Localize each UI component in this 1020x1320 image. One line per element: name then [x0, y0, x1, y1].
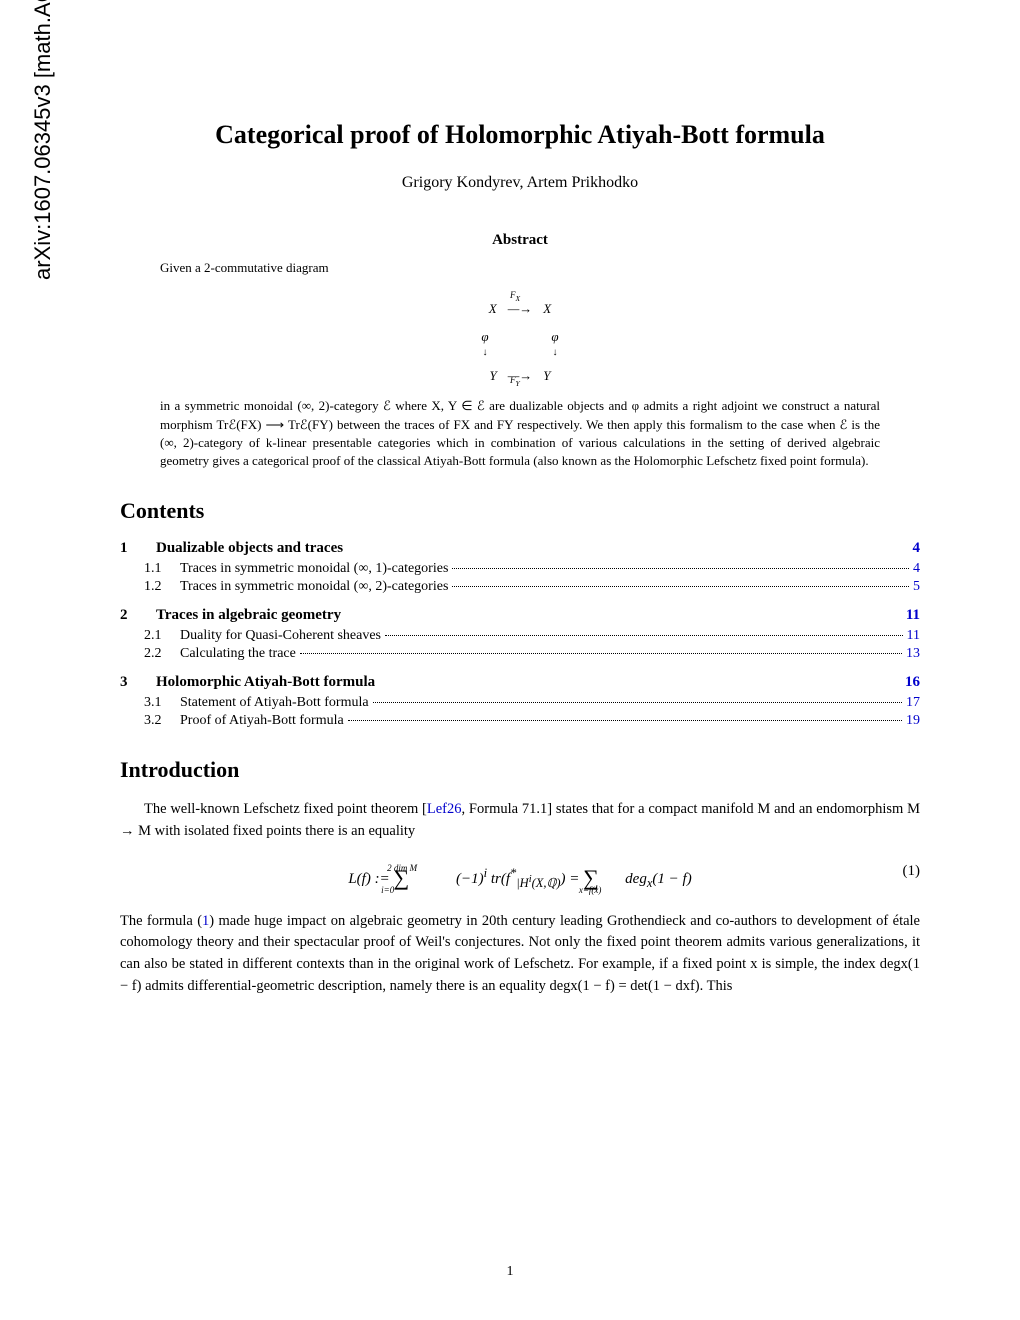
paper-title: Categorical proof of Holomorphic Atiyah-…: [120, 120, 920, 150]
contents-heading: Contents: [120, 498, 920, 524]
toc-subsection[interactable]: 2.2Calculating the trace 13: [144, 646, 920, 662]
citation-link[interactable]: Lef26: [427, 801, 462, 817]
equation-1: L(f) := ∑2 dim Mi=0 (−1)i tr(f*|Hi(X,ℚ))…: [120, 863, 920, 891]
abstract-body: in a symmetric monoidal (∞, 2)-category …: [160, 397, 880, 470]
page-number: 1: [507, 1264, 514, 1280]
toc-section[interactable]: 1Dualizable objects and traces4: [120, 540, 920, 557]
commutative-diagram: X —FX→ X φφ ↓↓ Y —FY→ Y: [120, 297, 920, 387]
abstract-heading: Abstract: [120, 232, 920, 249]
toc-subsection[interactable]: 3.2Proof of Atiyah-Bott formula 19: [144, 713, 920, 729]
toc-section[interactable]: 2Traces in algebraic geometry11: [120, 607, 920, 624]
toc-section[interactable]: 3Holomorphic Atiyah-Bott formula16: [120, 674, 920, 691]
intro-paragraph-1: The well-known Lefschetz fixed point the…: [120, 799, 920, 843]
toc-subsection[interactable]: 1.2Traces in symmetric monoidal (∞, 2)-c…: [144, 579, 920, 595]
table-of-contents: 1Dualizable objects and traces41.1Traces…: [120, 540, 920, 729]
equation-number: (1): [903, 863, 921, 880]
arxiv-id: arXiv:1607.06345v3 [math.AG] 12 Nov 2019: [30, 0, 56, 280]
abstract-intro: Given a 2-commutative diagram: [160, 259, 880, 277]
intro-paragraph-2: The formula (1) made huge impact on alge…: [120, 911, 920, 998]
authors: Grigory Kondyrev, Artem Prikhodko: [120, 174, 920, 192]
introduction-heading: Introduction: [120, 757, 920, 783]
